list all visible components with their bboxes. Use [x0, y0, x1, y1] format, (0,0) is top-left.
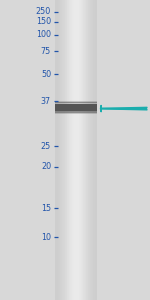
Bar — [88, 0, 89, 300]
Text: 10: 10 — [41, 232, 51, 242]
Bar — [55, 0, 56, 300]
Bar — [85, 0, 86, 300]
Bar — [77, 0, 78, 300]
Bar — [89, 0, 90, 300]
Text: 75: 75 — [41, 46, 51, 56]
Bar — [60, 0, 61, 300]
Bar — [56, 0, 57, 300]
Bar — [95, 0, 96, 300]
Bar — [69, 0, 70, 300]
Bar — [67, 0, 68, 300]
Bar — [79, 0, 80, 300]
Bar — [74, 0, 75, 300]
Bar — [57, 0, 58, 300]
Bar — [83, 0, 84, 300]
Text: 37: 37 — [41, 97, 51, 106]
Bar — [71, 0, 72, 300]
Bar — [62, 0, 63, 300]
Bar — [86, 0, 87, 300]
Text: 100: 100 — [36, 30, 51, 39]
Bar — [75, 0, 76, 300]
Bar — [66, 0, 67, 300]
Bar — [76, 0, 77, 300]
Bar — [72, 0, 73, 300]
Bar — [68, 0, 69, 300]
Bar — [55, 111, 97, 113]
Bar — [96, 0, 97, 300]
Bar — [84, 0, 85, 300]
Bar — [55, 111, 97, 114]
Text: 15: 15 — [41, 204, 51, 213]
Bar — [82, 0, 83, 300]
Bar — [90, 0, 91, 300]
Bar — [55, 102, 97, 103]
Bar — [59, 0, 60, 300]
Bar — [55, 100, 97, 103]
Bar — [70, 0, 71, 300]
Text: 20: 20 — [41, 162, 51, 171]
Text: 150: 150 — [36, 17, 51, 26]
Bar — [55, 103, 97, 111]
Bar — [93, 0, 94, 300]
Bar — [65, 0, 66, 300]
Bar — [64, 0, 65, 300]
Bar — [63, 0, 64, 300]
Text: 25: 25 — [41, 142, 51, 151]
Bar — [94, 0, 95, 300]
Bar — [91, 0, 92, 300]
Text: 250: 250 — [36, 8, 51, 16]
Bar — [81, 0, 82, 300]
Bar — [87, 0, 88, 300]
Bar — [61, 0, 62, 300]
Bar — [92, 0, 93, 300]
Text: 50: 50 — [41, 70, 51, 79]
Bar — [73, 0, 74, 300]
Bar — [58, 0, 59, 300]
Bar — [78, 0, 79, 300]
Bar — [80, 0, 81, 300]
